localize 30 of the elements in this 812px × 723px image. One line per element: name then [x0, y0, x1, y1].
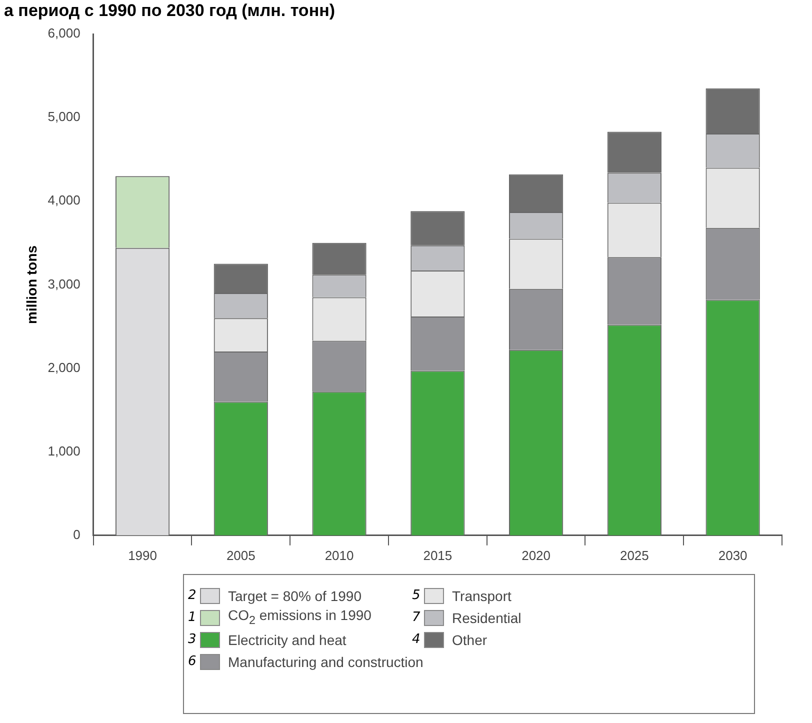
- y-tick-label: 6,000: [48, 26, 80, 41]
- legend-label: CO$_{2}$ emissions in 1990: [228, 606, 372, 629]
- y-tick-label: 0: [73, 526, 80, 542]
- text: 6: [188, 653, 198, 671]
- x-tick-label: 2005: [226, 548, 256, 563]
- legend-label: Transport: [452, 587, 512, 606]
- legend-label: Residential: [452, 609, 522, 628]
- text: 7: [412, 609, 422, 627]
- legend-label: Electricity and heat: [228, 631, 346, 650]
- text: 4: [412, 631, 422, 649]
- x-tick-label: 1990: [128, 548, 157, 563]
- y-tick-label: 3,000: [48, 276, 80, 292]
- y-tick-label: 1,000: [48, 443, 80, 458]
- x-tick-label: 2020: [522, 548, 551, 563]
- y-tick-label: 2,000: [48, 360, 80, 375]
- legend-label: Target = 80% of 1990: [228, 587, 362, 606]
- text: 2: [188, 587, 198, 605]
- x-tick-label: 2010: [324, 548, 354, 563]
- x-tick-label: 2015: [423, 548, 452, 563]
- text: 5: [412, 587, 422, 605]
- text: 3: [188, 631, 198, 649]
- y-axis-title: million tons: [23, 245, 40, 324]
- text: 1: [188, 609, 198, 627]
- x-tick-label: 2030: [718, 548, 748, 563]
- legend-label: Other: [452, 631, 488, 650]
- chart-title: а период с 1990 по 2030 год (млн. тонн): [3, 0, 336, 22]
- x-tick-label: 2025: [620, 548, 649, 563]
- legend-label: Manufacturing and construction: [228, 653, 424, 672]
- y-tick-label: 5,000: [48, 109, 80, 124]
- y-tick-label: 4,000: [48, 192, 80, 208]
